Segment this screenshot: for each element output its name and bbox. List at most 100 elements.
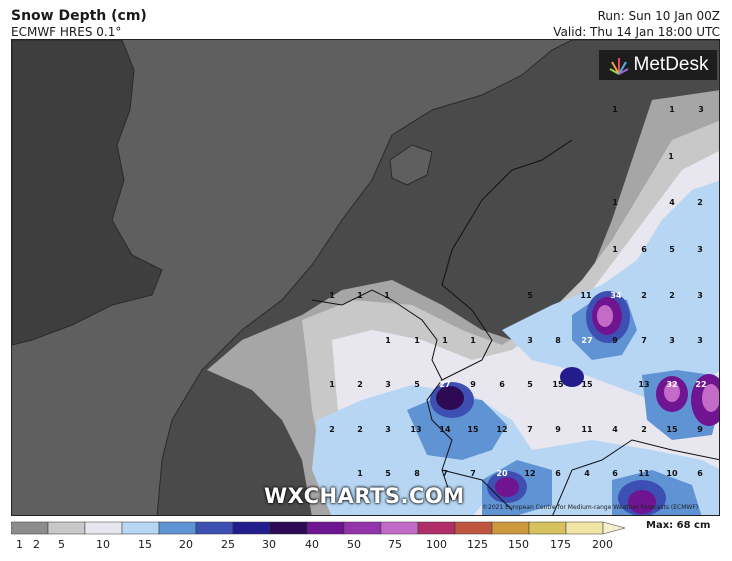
snow-core-north-peak — [597, 305, 613, 327]
map-value-label: 5 — [527, 291, 533, 300]
map-value-label: 1 — [612, 245, 618, 254]
snow-zone-15cm — [407, 395, 507, 460]
map-value-label: 1 — [668, 152, 674, 161]
legend-tick-label: 30 — [262, 538, 276, 551]
map-value-label: 1 — [669, 105, 675, 114]
map-value-label: 6 — [555, 469, 561, 478]
map-value-label: 1 — [329, 380, 335, 389]
map-value-label: 9 — [555, 425, 561, 434]
map-value-label: 2 — [697, 198, 703, 207]
map-value-label: 3 — [385, 380, 391, 389]
map-value-label: 7 — [641, 336, 647, 345]
map-value-label: 12 — [496, 425, 507, 434]
map-value-label: 15 — [581, 380, 593, 389]
map-value-label: 4 — [584, 469, 590, 478]
map-value-label: 12 — [524, 469, 535, 478]
map-value-label: 7 — [470, 469, 476, 478]
map-value-label: 5 — [414, 380, 420, 389]
legend-tick-label: 10 — [96, 538, 110, 551]
metdesk-wordmark: MetDesk — [633, 54, 709, 75]
map-value-label: 2 — [357, 380, 363, 389]
map-value-label: 11 — [580, 291, 592, 300]
map-value-label: 11 — [581, 425, 593, 434]
map-value-label: 20 — [496, 469, 508, 478]
map-value-label: 34 — [610, 291, 622, 300]
map-value-label: 7 — [527, 425, 533, 434]
map-value-label: 9 — [612, 336, 618, 345]
legend-tick-label: 25 — [221, 538, 235, 551]
snow-depth-values: 1 1 311 4 21 6 5 31 1 1 5 11 34 2 2 31 1 1 1 3 8 27 9 7 3 31 2 3 5 27… — [329, 105, 706, 478]
map-canvas: 1 1 311 4 21 6 5 31 1 1 5 11 34 2 2 31 1 1 1 3 8 27 9 7 3 31 2 3 5 27… — [12, 40, 719, 515]
legend-tick-label: 125 — [467, 538, 488, 551]
map-value-label: 1 — [385, 336, 391, 345]
map-value-label: 13 — [410, 425, 421, 434]
map-value-label: 6 — [697, 469, 703, 478]
legend-swatch — [232, 521, 271, 535]
map-value-label: 1 — [357, 291, 363, 300]
legend-swatch — [269, 521, 308, 535]
legend-tick-label: 1 — [16, 538, 23, 551]
legend-tick-label: 200 — [592, 538, 613, 551]
snow-core-south-inner — [495, 477, 519, 497]
map-value-label: 27 — [439, 380, 450, 389]
map-value-label: 6 — [612, 469, 618, 478]
snow-core-east-peak — [664, 382, 680, 402]
map-value-label: 3 — [527, 336, 533, 345]
legend-swatch — [84, 521, 123, 535]
map-value-label: 8 — [414, 469, 420, 478]
map-value-label: 3 — [669, 336, 675, 345]
map-value-label: 2 — [641, 291, 647, 300]
snow-zone-10cm-east — [502, 180, 719, 400]
metdesk-logo: MetDesk — [599, 50, 717, 80]
map-value-label: 10 — [666, 469, 678, 478]
map-value-label: 9 — [697, 425, 703, 434]
map-value-label: 1 — [384, 291, 390, 300]
map-value-label: 6 — [499, 380, 505, 389]
legend-tick-label: 50 — [347, 538, 361, 551]
map-value-label: 6 — [641, 245, 647, 254]
legend-tick-label: 5 — [58, 538, 65, 551]
legend-arrow — [602, 521, 626, 535]
map-value-label: 15 — [666, 425, 678, 434]
ecmwf-copyright: ©2021 European Centre for Medium-range W… — [482, 504, 699, 511]
valid-time: Valid: Thu 14 Jan 18:00 UTC — [553, 25, 720, 39]
legend-swatch — [47, 521, 86, 535]
legend-tick-label: 75 — [388, 538, 402, 551]
snow-core-se-inner — [628, 490, 656, 514]
map-value-label: 2 — [329, 425, 335, 434]
map-value-label: 3 — [697, 336, 703, 345]
map-value-label: 27 — [581, 336, 592, 345]
map-value-label: 11 — [638, 469, 650, 478]
snow-core-far-east-peak — [702, 384, 719, 412]
metdesk-icon — [609, 58, 629, 75]
legend-tick-label: 2 — [33, 538, 40, 551]
legend-swatch — [306, 521, 345, 535]
snow-core-west-inner — [436, 386, 464, 410]
legend-swatch — [528, 521, 567, 535]
map-value-label: 1 — [612, 198, 618, 207]
legend-swatch — [417, 521, 456, 535]
map-value-label: 32 — [666, 380, 677, 389]
map-value-label: 8 — [555, 336, 561, 345]
country-border-3 — [441, 439, 719, 515]
legend-tick-label: 20 — [179, 538, 193, 551]
legend-swatch — [195, 521, 234, 535]
max-value-label: Max: 68 cm — [646, 520, 711, 531]
color-legend-bar — [11, 521, 626, 535]
map-value-label: 2 — [669, 291, 675, 300]
legend-swatch — [380, 521, 419, 535]
lake-shape — [389, 144, 433, 186]
map-value-label: 22 — [695, 380, 706, 389]
legend-swatch — [11, 521, 49, 535]
map-value-label: 5 — [385, 469, 391, 478]
map-value-label: 4 — [612, 425, 618, 434]
model-label: ECMWF HRES 0.1° — [11, 25, 122, 39]
map-value-label: 5 — [527, 380, 533, 389]
map-value-label: 1 — [612, 105, 618, 114]
map-value-label: 3 — [698, 105, 704, 114]
snow-depth-map[interactable]: 1 1 3 1 1 4 2 1 6 5 3 1 1 1 5 11 34 2 2 3 1 1 1 1 3 8 27 9 7 3 3 1 2 3 5 27… — [11, 39, 720, 516]
map-value-label: 3 — [697, 291, 703, 300]
map-value-label: 1 — [470, 336, 476, 345]
legend-swatch — [121, 521, 160, 535]
legend-swatch — [565, 521, 604, 535]
